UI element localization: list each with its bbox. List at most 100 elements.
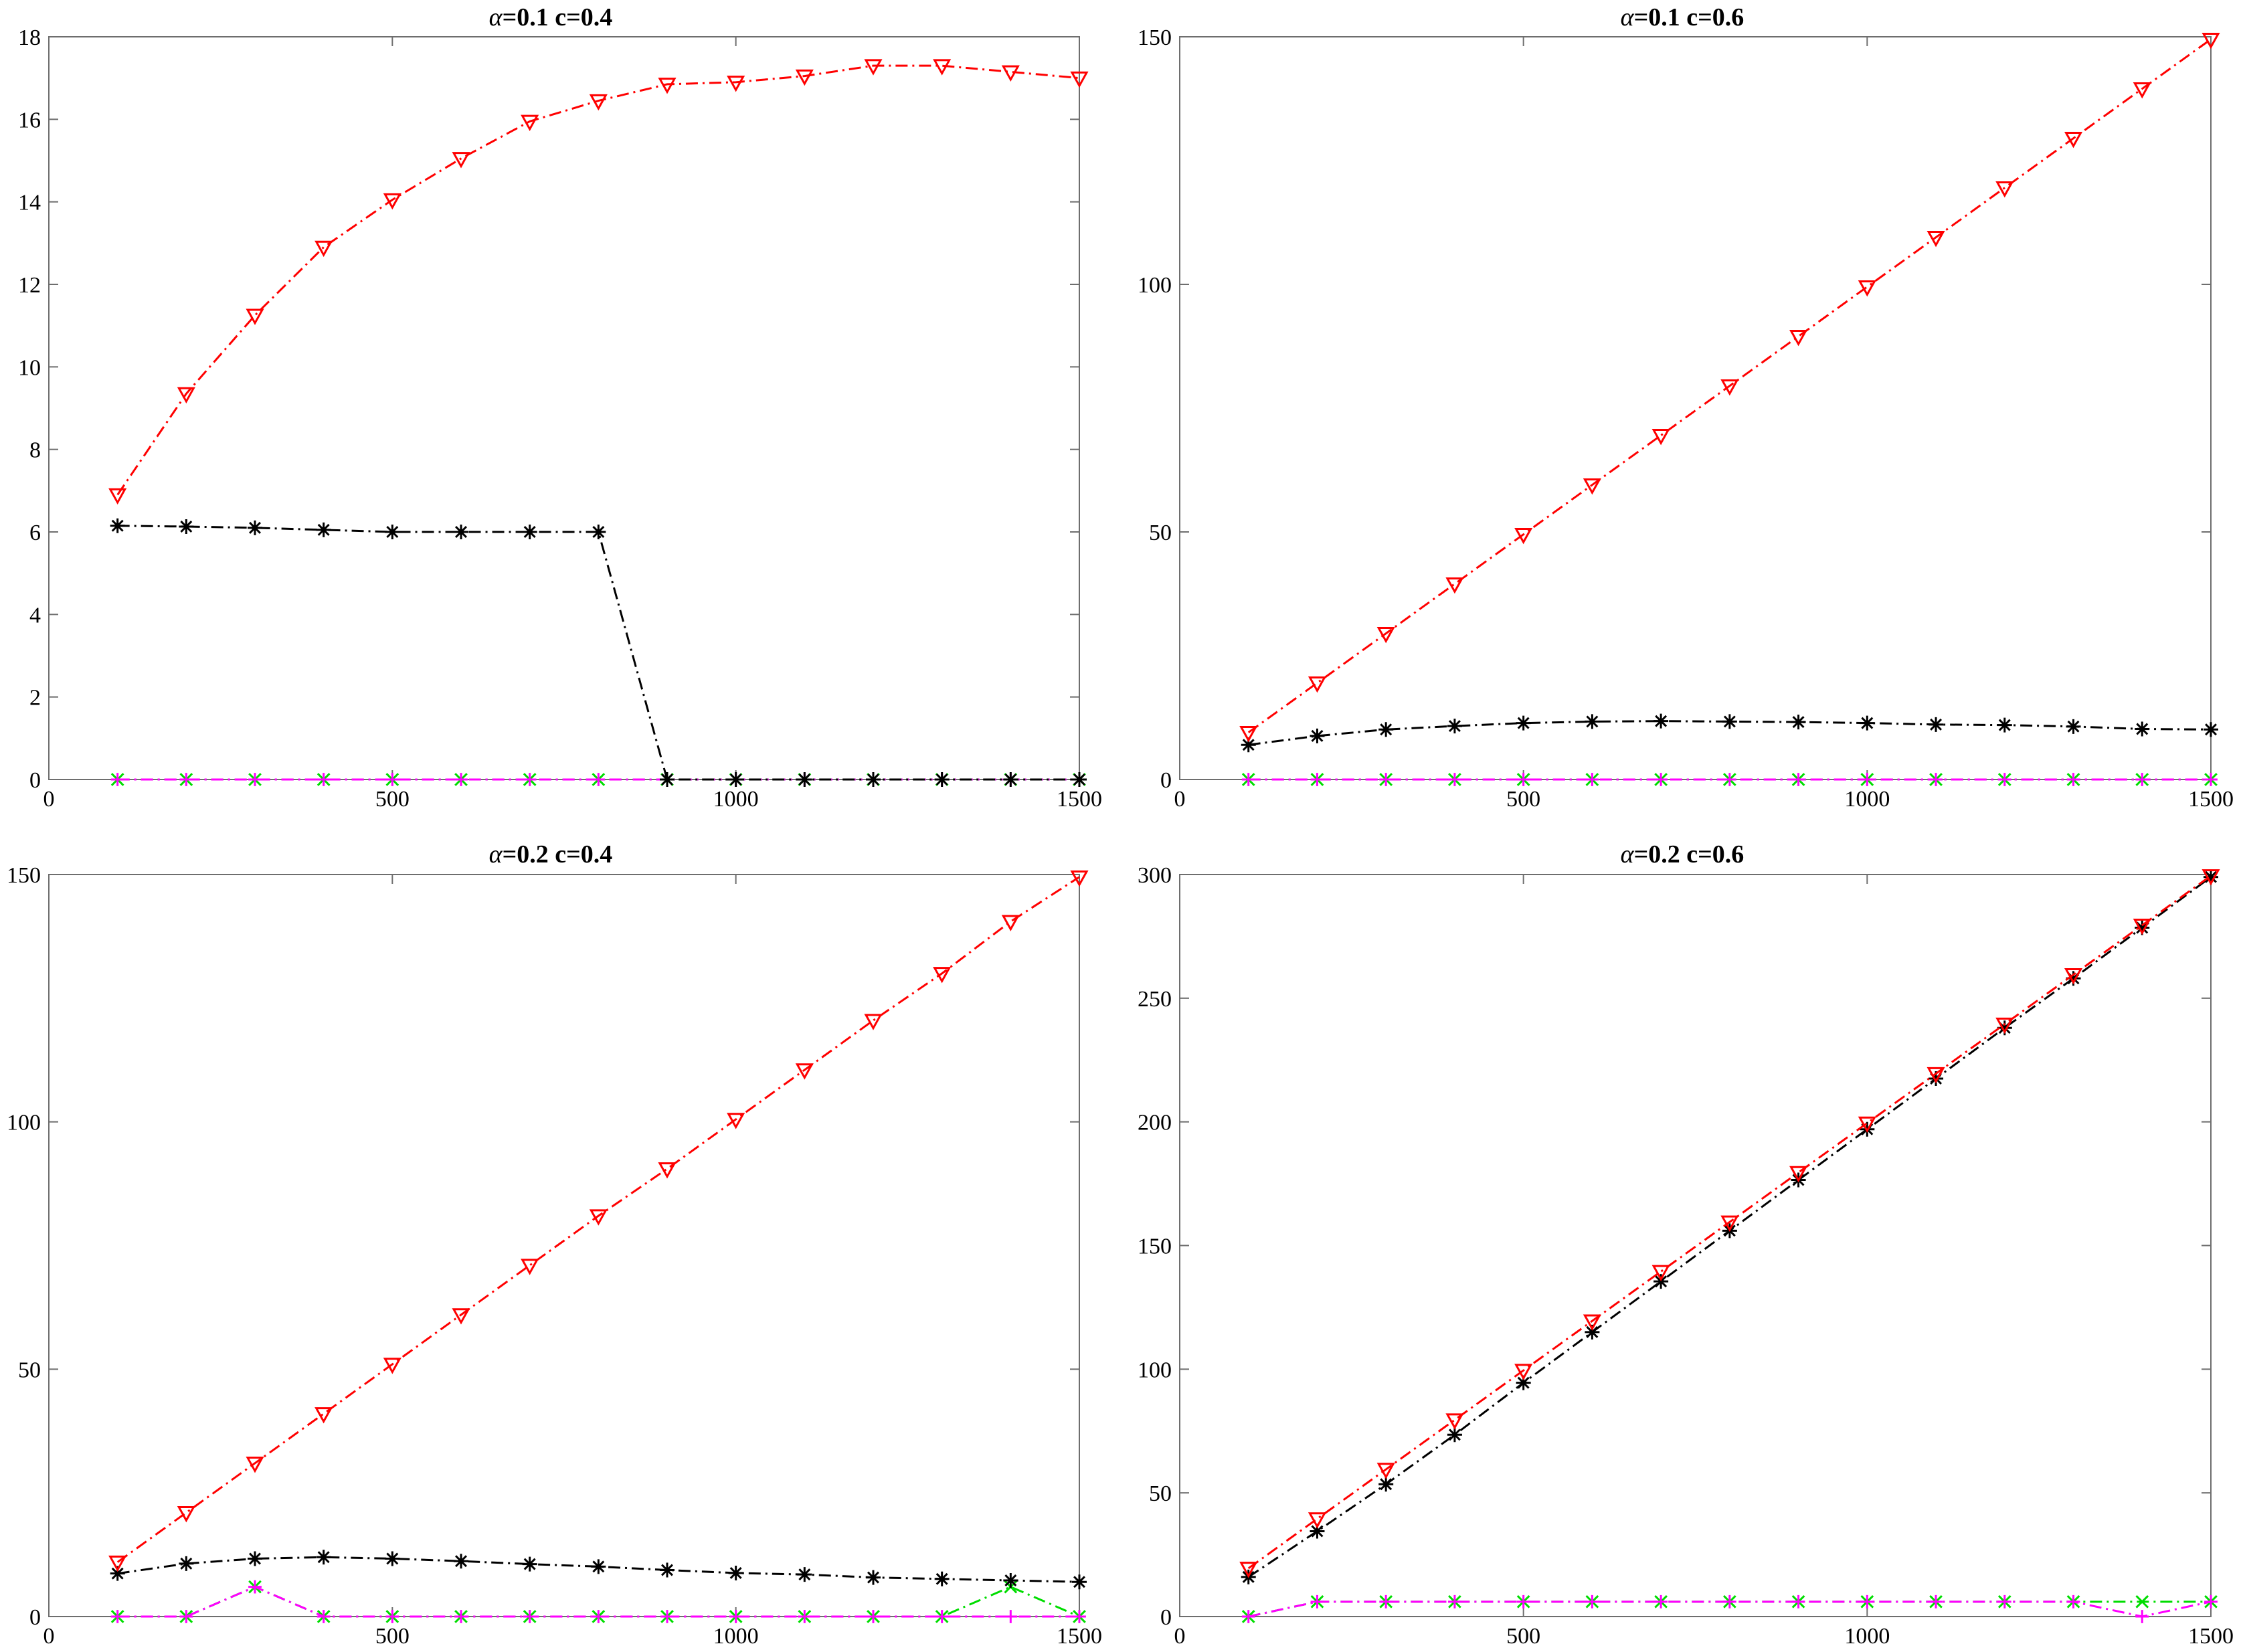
black-series bbox=[110, 1550, 1087, 1590]
magenta-series-point bbox=[179, 1610, 193, 1623]
red-series-point bbox=[2064, 131, 2083, 149]
black-series-point bbox=[522, 525, 537, 539]
y-tick-label: 0 bbox=[29, 1605, 41, 1630]
x-tick-label: 0 bbox=[1174, 1624, 1186, 1649]
y-tick-label: 14 bbox=[18, 191, 41, 215]
black-series-point bbox=[1860, 715, 1875, 731]
red-series-point bbox=[1514, 527, 1533, 545]
red-series bbox=[108, 870, 1089, 1572]
black-series-point bbox=[1722, 714, 1737, 729]
black-series-point bbox=[2135, 721, 2150, 737]
black-series-point bbox=[1447, 719, 1462, 734]
red-series-point bbox=[177, 387, 195, 404]
black-series-point bbox=[1516, 1375, 1531, 1390]
black-series bbox=[110, 518, 1087, 787]
black-series-point bbox=[2135, 920, 2150, 935]
red-series-point bbox=[589, 1209, 608, 1226]
magenta-series-point bbox=[1791, 1594, 1805, 1609]
magenta-series-point bbox=[110, 773, 124, 786]
red-series-point bbox=[246, 1457, 264, 1473]
panel-3-title: α=0.2 c=0.4 bbox=[489, 840, 613, 868]
red-series-point bbox=[1789, 1166, 1808, 1183]
red-series-point bbox=[1001, 65, 1020, 82]
red-series-point bbox=[1926, 1067, 1945, 1084]
red-series-line bbox=[1247, 875, 2212, 1570]
black-series-point bbox=[797, 1567, 812, 1582]
red-series-point bbox=[1001, 915, 1020, 931]
x-tick-label: 1500 bbox=[2188, 1624, 2234, 1649]
y-tick-label: 100 bbox=[7, 1111, 41, 1135]
red-series-point bbox=[1789, 329, 1808, 347]
red-series-point bbox=[1995, 1017, 2014, 1034]
x-tick-label: 1500 bbox=[2188, 787, 2234, 812]
black-series-point bbox=[385, 1551, 400, 1566]
x-tick-label: 1500 bbox=[1057, 1624, 1102, 1649]
red-series-point bbox=[1514, 1364, 1533, 1380]
magenta-series-point bbox=[1241, 773, 1255, 786]
black-series-point bbox=[728, 772, 743, 787]
red-series-point bbox=[1070, 870, 1089, 887]
red-series-point bbox=[1239, 725, 1258, 743]
black-series-point bbox=[1072, 772, 1087, 787]
y-tick-label: 200 bbox=[1138, 1111, 1172, 1135]
red-series-point bbox=[1239, 1562, 1258, 1578]
magenta-series-point bbox=[1379, 773, 1393, 786]
x-tick-label: 1000 bbox=[713, 1624, 759, 1649]
red-series-point bbox=[452, 152, 470, 169]
magenta-series-point bbox=[1448, 773, 1461, 786]
magenta-series-point bbox=[1997, 1594, 2011, 1609]
black-series-point bbox=[591, 1559, 606, 1574]
black-series-point bbox=[1378, 1477, 1394, 1492]
black-series-point bbox=[1310, 1524, 1325, 1539]
magenta-series-point bbox=[1241, 1610, 1255, 1623]
magenta-series-point bbox=[1860, 773, 1874, 786]
y-tick-label: 50 bbox=[18, 1358, 41, 1382]
magenta-series-point bbox=[1929, 1594, 1943, 1609]
black-series-point bbox=[934, 1571, 950, 1586]
magenta-series-point bbox=[248, 1580, 262, 1594]
magenta-series-point bbox=[867, 1610, 880, 1623]
red-series-point bbox=[1858, 1116, 1876, 1133]
magenta-series-point bbox=[248, 773, 262, 786]
magenta-series-point bbox=[1073, 1610, 1086, 1623]
magenta-series-point bbox=[2066, 1594, 2080, 1609]
red-series-point bbox=[1926, 230, 1945, 248]
black-series-line bbox=[1248, 720, 2212, 746]
black-series-point bbox=[2066, 971, 2081, 986]
magenta-series-point bbox=[1860, 1594, 1874, 1609]
red-series-point bbox=[1720, 1215, 1739, 1232]
red-series bbox=[1239, 869, 2220, 1578]
red-series-point bbox=[1651, 1265, 1670, 1281]
black-series-point bbox=[248, 1551, 262, 1566]
red-series-point bbox=[933, 59, 952, 76]
magenta-series-point bbox=[2066, 773, 2080, 786]
panel-1: α=0.1 c=0.4 0 500 1000 1500 0 2 4 6 8 10 12 14 16 18 bbox=[18, 3, 1102, 812]
magenta-series-point bbox=[2204, 773, 2218, 786]
magenta-series bbox=[1241, 1594, 2218, 1623]
red-series-point bbox=[2133, 919, 2151, 935]
black-series-point bbox=[1241, 737, 1256, 753]
red-series-point bbox=[1376, 1463, 1395, 1479]
red-series-point bbox=[1995, 181, 2014, 198]
magenta-series-point bbox=[523, 1610, 537, 1623]
red-series bbox=[1239, 32, 2220, 743]
black-series-line bbox=[117, 525, 1079, 781]
x-tick-label: 1000 bbox=[713, 787, 759, 812]
magenta-series-point bbox=[1004, 1610, 1018, 1623]
red-series-point bbox=[727, 1113, 745, 1129]
panel-2-title: α=0.1 c=0.6 bbox=[1621, 3, 1744, 31]
red-series-point bbox=[177, 1505, 195, 1523]
black-series-point bbox=[934, 772, 950, 787]
black-series-point bbox=[248, 520, 262, 535]
black-series-point bbox=[1447, 1427, 1462, 1443]
x-tick-label: 0 bbox=[1174, 787, 1186, 812]
x-tick-label: 1000 bbox=[1844, 787, 1890, 812]
black-series-point bbox=[1516, 715, 1531, 731]
red-series bbox=[108, 59, 1089, 505]
red-series-point bbox=[1308, 1512, 1327, 1529]
x-tick-label: 500 bbox=[375, 1624, 410, 1649]
red-series-point bbox=[1651, 428, 1670, 446]
red-series-point bbox=[658, 1162, 677, 1179]
y-tick-label: 4 bbox=[29, 603, 41, 628]
magenta-series-point bbox=[1997, 773, 2011, 786]
